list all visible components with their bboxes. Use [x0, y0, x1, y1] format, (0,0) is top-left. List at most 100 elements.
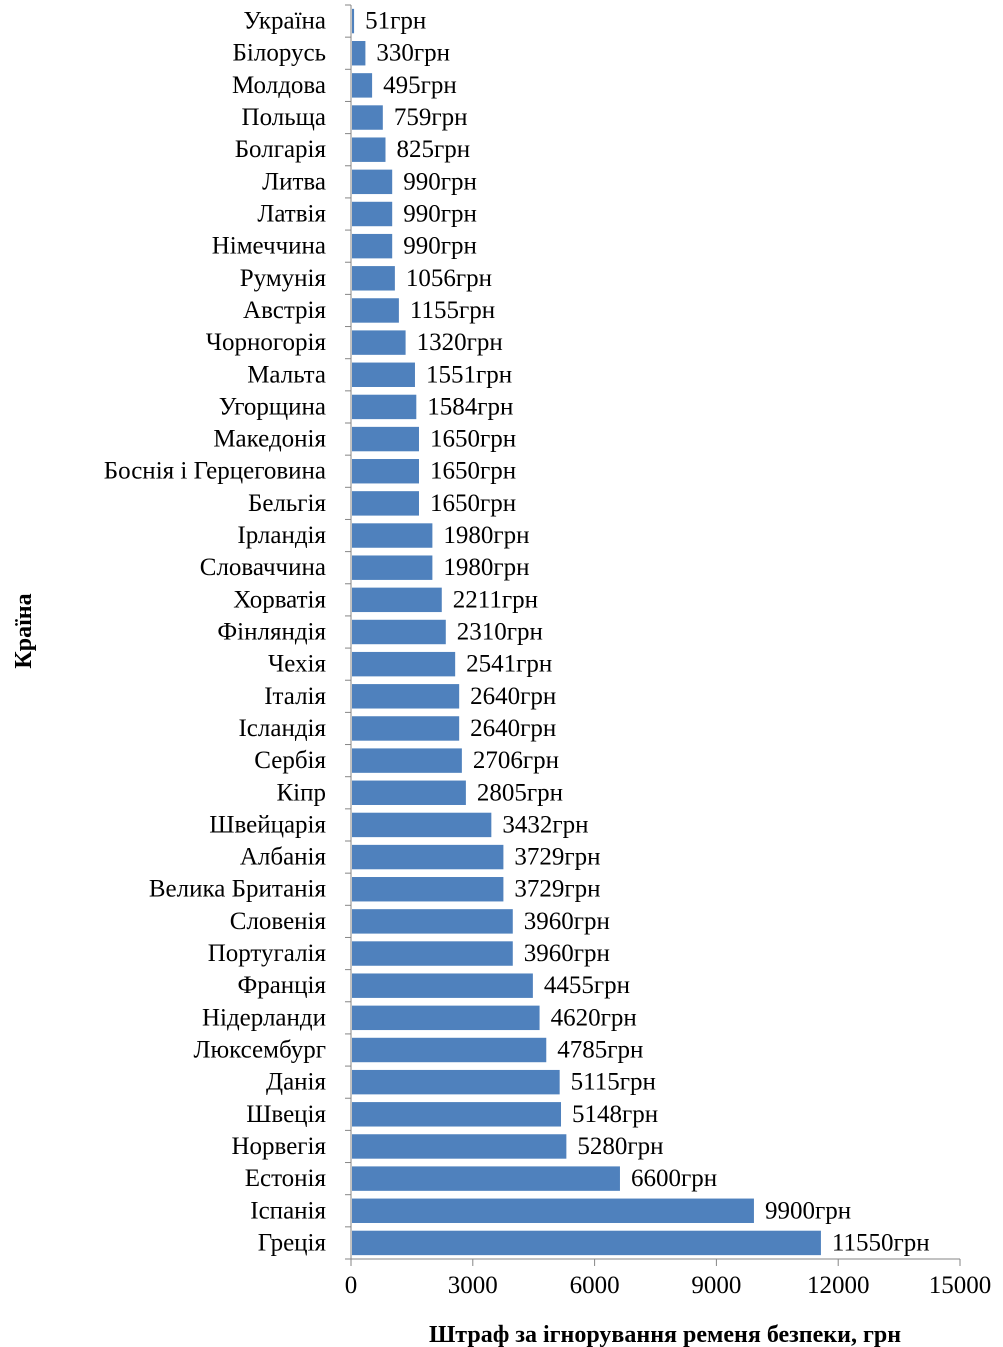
value-label: 3729грн	[514, 844, 600, 871]
value-label: 330грн	[376, 40, 450, 67]
value-label: 1320грн	[417, 329, 503, 356]
bar	[352, 233, 393, 259]
value-label: 759грн	[394, 104, 468, 131]
value-label: 1551грн	[426, 361, 512, 388]
category-label: Чехія	[268, 651, 326, 678]
category-label: Кіпр	[277, 779, 327, 806]
value-label: 990грн	[403, 201, 477, 228]
bar	[352, 1134, 567, 1159]
value-label: 990грн	[403, 233, 477, 260]
category-label: Македонія	[213, 426, 326, 453]
value-label: 2640грн	[470, 715, 556, 742]
bar	[352, 1166, 620, 1191]
bar	[352, 1005, 540, 1031]
bar	[352, 8, 355, 34]
category-label: Хорватія	[233, 586, 326, 613]
value-label: 1980грн	[443, 554, 529, 581]
bar	[352, 266, 395, 291]
bar	[352, 1069, 560, 1095]
category-label: Німеччина	[212, 233, 326, 260]
value-label: 4785грн	[557, 1037, 643, 1064]
value-label: 1980грн	[443, 522, 529, 549]
bar	[352, 1037, 547, 1063]
bar	[352, 169, 393, 195]
bar	[352, 426, 419, 452]
bar	[352, 941, 513, 966]
bar	[352, 137, 386, 162]
bar	[352, 780, 466, 805]
bar	[352, 587, 442, 613]
category-label: Бельгія	[248, 490, 327, 517]
bar	[352, 105, 383, 130]
x-axis-title: Штраф за ігнорування ременя безпеки, грн	[429, 1322, 901, 1347]
value-label: 5280грн	[577, 1133, 663, 1160]
bar	[352, 394, 417, 420]
category-label: Угорщина	[219, 393, 326, 420]
value-label: 495грн	[383, 72, 457, 99]
value-label: 1650грн	[430, 490, 516, 517]
category-label: Швейцарія	[209, 811, 326, 838]
value-label: 6600грн	[631, 1165, 717, 1192]
value-label: 2706грн	[473, 747, 559, 774]
category-label: Мальта	[247, 361, 326, 388]
value-label: 3960грн	[524, 940, 610, 967]
category-label: Австрія	[243, 297, 326, 324]
category-label: Естонія	[245, 1165, 327, 1192]
category-label: Боснія і Герцеговина	[104, 458, 326, 485]
category-label: Албанія	[240, 844, 327, 871]
category-label: Норвегія	[231, 1133, 326, 1160]
category-label: Польща	[242, 104, 326, 131]
x-tick-label: 0	[345, 1272, 358, 1299]
x-tick-label: 3000	[448, 1272, 498, 1299]
category-label: Латвія	[257, 201, 326, 228]
value-label: 2310грн	[457, 619, 543, 646]
value-label: 2541грн	[466, 651, 552, 678]
x-tick-label: 12000	[807, 1272, 870, 1299]
value-label: 51грн	[365, 8, 426, 35]
bar	[352, 491, 419, 516]
x-tick-label: 9000	[691, 1272, 741, 1299]
value-label: 5148грн	[572, 1101, 658, 1128]
bar	[352, 877, 504, 902]
category-label: Люксембург	[194, 1037, 327, 1064]
bar	[352, 684, 460, 709]
category-label: Румунія	[240, 265, 327, 292]
bar	[352, 716, 460, 741]
value-label: 3729грн	[514, 876, 600, 903]
x-tick-label: 6000	[570, 1272, 620, 1299]
category-label: Україна	[243, 8, 326, 35]
bar	[352, 844, 504, 870]
category-label: Литва	[262, 168, 326, 195]
value-label: 5115грн	[571, 1069, 656, 1096]
bar	[352, 201, 393, 227]
category-label: Ісландія	[238, 715, 326, 742]
value-label: 1155грн	[410, 297, 495, 324]
value-label: 2805грн	[477, 779, 563, 806]
value-label: 3960грн	[524, 908, 610, 935]
bar	[352, 812, 492, 838]
category-label: Франція	[237, 972, 326, 999]
value-label: 9900грн	[765, 1197, 851, 1224]
value-label: 2640грн	[470, 683, 556, 710]
category-label: Греція	[258, 1229, 327, 1256]
category-label: Португалія	[208, 940, 327, 967]
category-label: Швеція	[246, 1101, 326, 1128]
value-label: 990грн	[403, 168, 477, 195]
y-axis-title: Країна	[11, 593, 37, 668]
bar	[352, 973, 533, 998]
category-label: Словаччина	[200, 554, 326, 581]
value-label: 1650грн	[430, 458, 516, 485]
category-label: Молдова	[232, 72, 326, 99]
value-label: 1650грн	[430, 426, 516, 453]
value-label: 11550грн	[832, 1229, 930, 1256]
bar	[352, 362, 415, 387]
bar	[352, 555, 433, 580]
category-label: Італія	[264, 683, 326, 710]
bar	[352, 909, 513, 934]
category-label: Іспанія	[250, 1197, 326, 1224]
bar	[352, 330, 406, 355]
category-label: Данія	[266, 1069, 326, 1096]
bar	[352, 523, 433, 548]
